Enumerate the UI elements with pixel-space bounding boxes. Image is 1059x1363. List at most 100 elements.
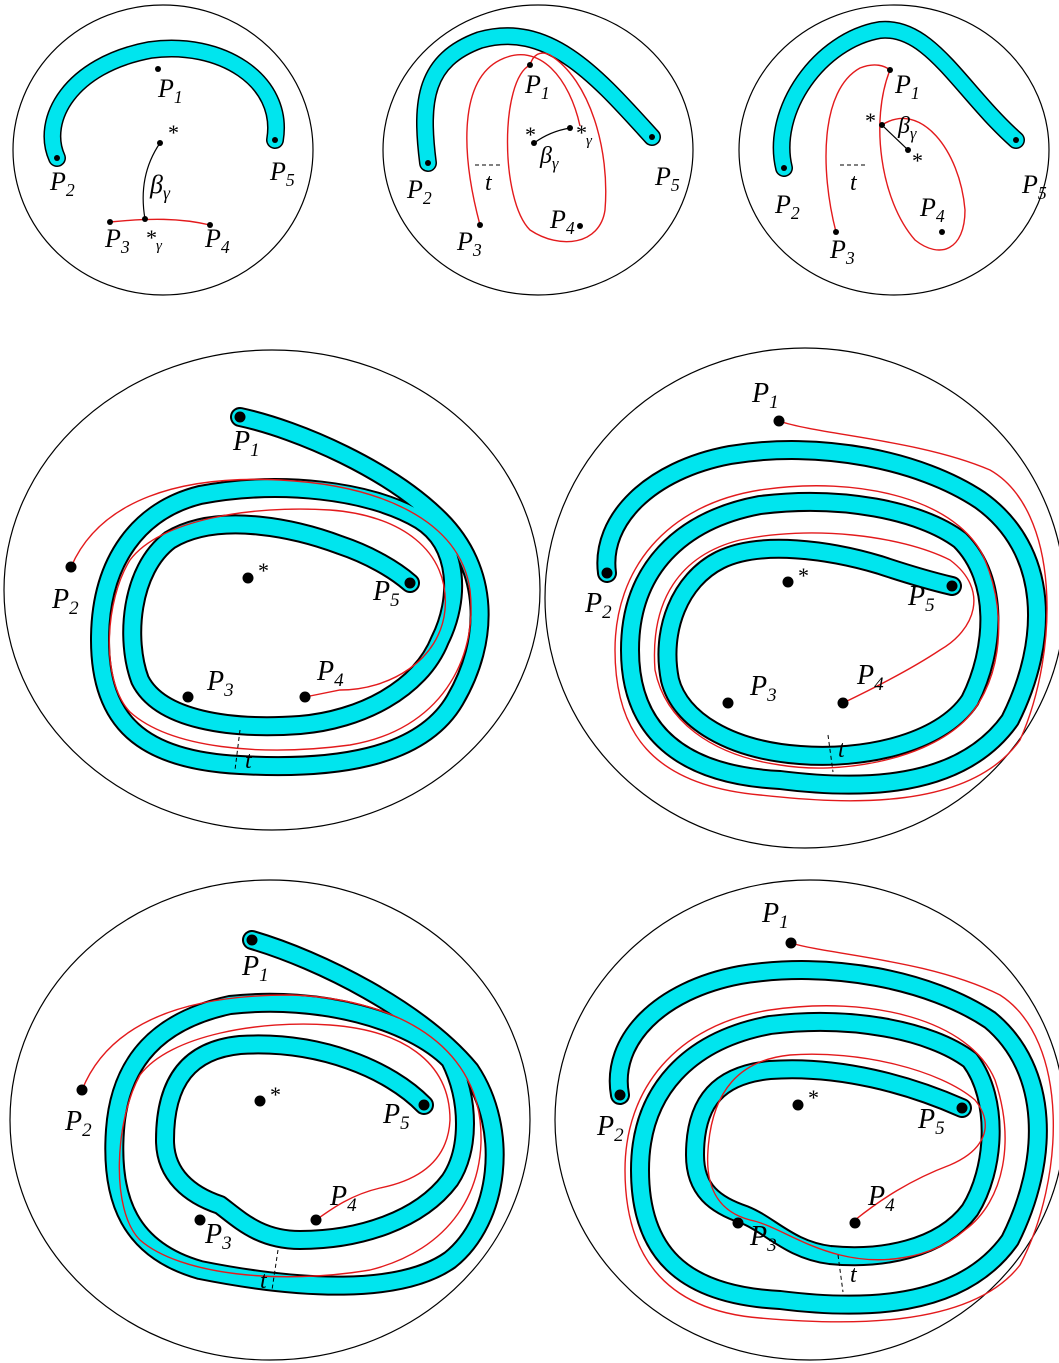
puncture-dot (194, 1214, 206, 1226)
cyan-band (114, 940, 494, 1286)
puncture-dot (418, 1099, 430, 1111)
puncture-dot (837, 697, 849, 709)
puncture-dot (614, 1089, 626, 1101)
puncture-dot (404, 577, 416, 589)
label-basepoint: * (865, 108, 876, 133)
label-p5: P5 (372, 576, 400, 611)
disk-boundary (12, 4, 314, 296)
basepoint-dot (242, 572, 254, 584)
disk-boundary (544, 347, 1059, 849)
puncture-dot (246, 934, 258, 946)
label-t: t (485, 170, 493, 196)
puncture-dot (732, 1217, 744, 1229)
label-p4: P4 (549, 205, 575, 238)
puncture-dot (425, 160, 431, 166)
label-t: t (838, 737, 846, 763)
label-p4: P4 (329, 1181, 357, 1216)
red-arc (70, 478, 472, 751)
label-p4: P4 (919, 193, 945, 226)
label-p5: P5 (382, 1099, 410, 1134)
puncture-dot (272, 137, 278, 143)
beta-path (533, 127, 571, 144)
basepoint-dot (254, 1095, 266, 1107)
red-arc (614, 420, 1048, 802)
disk-boundary (738, 4, 1050, 296)
basepoint-dot (782, 576, 794, 588)
puncture-dot (1013, 137, 1019, 143)
label-beta-gamma: βγ (897, 113, 917, 143)
label-basepoint: * (258, 558, 269, 583)
red-loop (506, 52, 607, 243)
label-p1: P1 (761, 898, 789, 933)
red-curve (466, 54, 581, 226)
puncture-dot (722, 697, 734, 709)
label-p1: P1 (524, 70, 550, 103)
red-arc (624, 942, 1054, 1323)
puncture-dot (785, 937, 797, 949)
disk-boundary (9, 879, 531, 1361)
label-p5: P5 (907, 581, 935, 616)
puncture-dot (649, 134, 655, 140)
panel-bottom-left: P1 P2 P5 P3 P4 t * (9, 879, 531, 1361)
puncture-dot (781, 165, 787, 171)
puncture-dot (54, 155, 60, 161)
puncture-dot (956, 1102, 968, 1114)
label-basepoint-2: * (912, 148, 923, 173)
label-p5: P5 (917, 1104, 945, 1139)
red-loop (879, 69, 966, 251)
label-p2: P2 (774, 190, 800, 223)
puncture-dot (182, 691, 194, 703)
label-p4: P4 (867, 1181, 895, 1216)
label-p5: P5 (269, 157, 295, 190)
label-p3: P3 (104, 224, 130, 257)
puncture-dot (773, 415, 785, 427)
basepoint-dot (792, 1099, 804, 1111)
label-star-gamma: *γ (575, 120, 593, 149)
basepoint-gamma-dot (879, 122, 885, 128)
disk-boundary (3, 349, 541, 831)
label-star-gamma: *γ (145, 225, 163, 254)
cyan-band (425, 36, 652, 163)
label-basepoint: * (168, 120, 179, 145)
puncture-dot (107, 219, 113, 225)
basepoint-dot (531, 140, 537, 146)
panel-top-right: P1 P2 P5 P3 P4 t * βγ * (738, 4, 1050, 296)
label-p2: P2 (49, 167, 75, 200)
disk-boundary (554, 879, 1059, 1361)
label-p3: P3 (749, 1221, 777, 1256)
label-p3: P3 (206, 666, 234, 701)
puncture-dot (76, 1084, 88, 1096)
label-p2: P2 (584, 588, 612, 623)
basepoint-gamma-dot (567, 125, 573, 131)
label-beta-gamma: βγ (149, 170, 171, 203)
puncture-dot (234, 411, 246, 423)
label-p2: P2 (64, 1106, 92, 1141)
red-arc (81, 994, 482, 1278)
label-p4: P4 (856, 660, 884, 695)
cyan-band (52, 48, 276, 158)
puncture-dot (299, 691, 311, 703)
label-p2: P2 (596, 1111, 624, 1146)
panel-middle-right: P1 P2 P5 P3 P4 t * (544, 347, 1059, 849)
red-arc (109, 218, 211, 226)
label-beta-gamma: βγ (539, 143, 559, 173)
label-t: t (245, 748, 253, 774)
panel-bottom-right: P1 P2 P5 P3 P4 t * (554, 879, 1059, 1361)
label-p5: P5 (654, 162, 680, 195)
label-p4: P4 (204, 224, 230, 257)
label-basepoint: * (270, 1082, 281, 1107)
disk-boundary (382, 4, 694, 296)
label-p1: P1 (894, 70, 920, 103)
puncture-dot (887, 67, 893, 73)
label-t: t (260, 1268, 268, 1294)
label-t: t (850, 170, 858, 196)
label-p4: P4 (316, 656, 344, 691)
label-p3: P3 (456, 227, 482, 260)
puncture-dot (849, 1217, 861, 1229)
puncture-dot (577, 223, 583, 229)
basepoint-dot (905, 147, 911, 153)
label-basepoint: * (525, 122, 536, 147)
label-p1: P1 (232, 426, 260, 461)
label-p1: P1 (157, 74, 183, 107)
